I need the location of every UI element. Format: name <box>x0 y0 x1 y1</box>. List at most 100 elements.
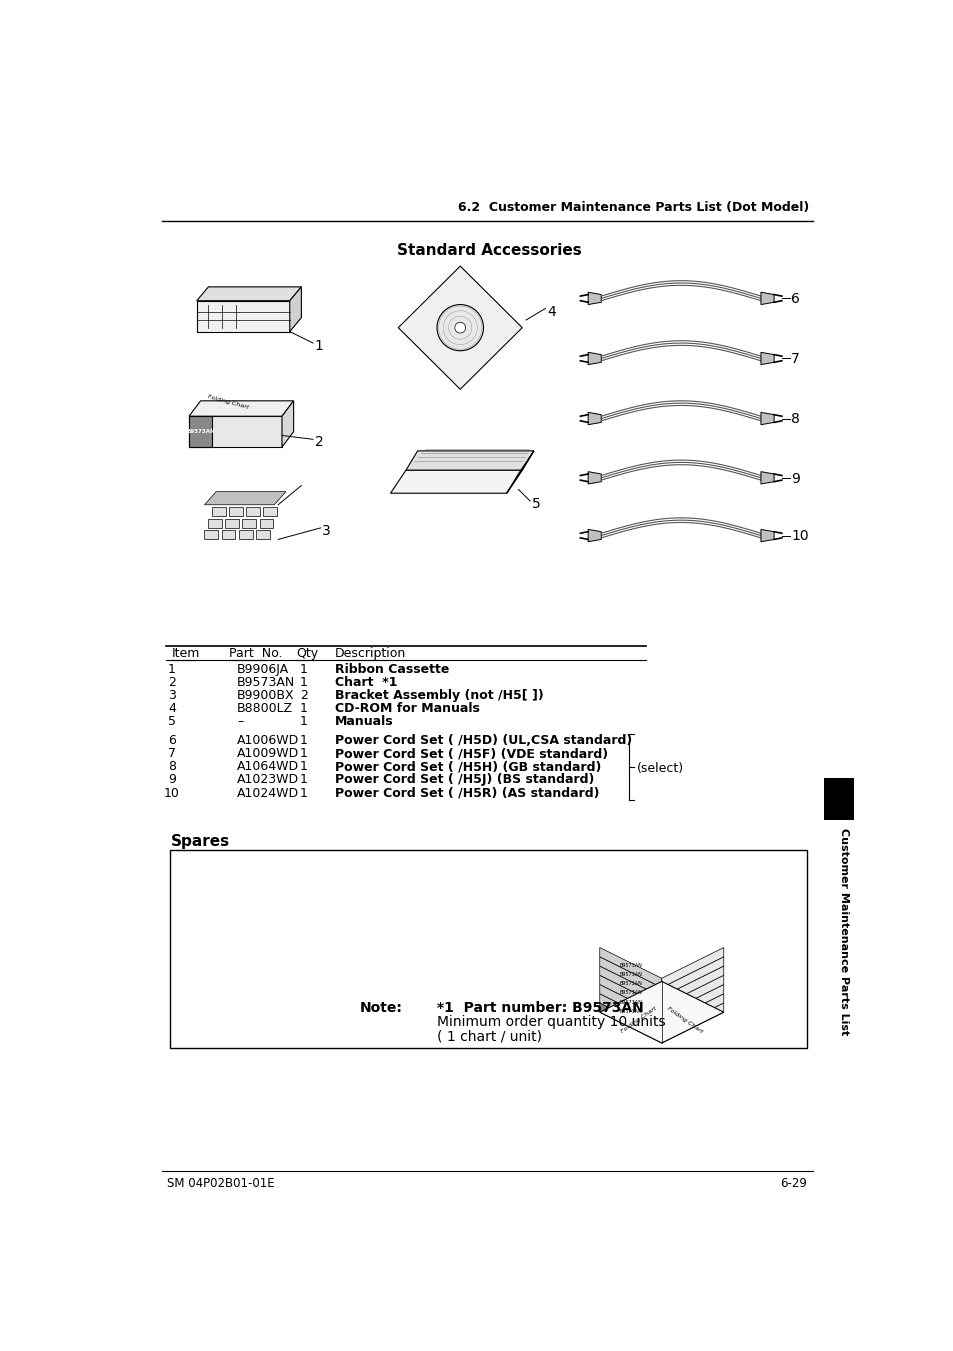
Text: Power Cord Set ( /H5F) (VDE standard): Power Cord Set ( /H5F) (VDE standard) <box>335 747 607 761</box>
Text: –: – <box>236 715 243 728</box>
Text: B8800LZ: B8800LZ <box>236 703 293 715</box>
Text: 10: 10 <box>164 786 180 800</box>
Text: 6.2  Customer Maintenance Parts List (Dot Model): 6.2 Customer Maintenance Parts List (Dot… <box>457 201 808 215</box>
Polygon shape <box>189 416 282 447</box>
Text: Ribbon Cassette: Ribbon Cassette <box>335 662 449 676</box>
Text: 5: 5 <box>531 497 539 511</box>
Polygon shape <box>390 470 521 493</box>
Text: A1009WD: A1009WD <box>236 747 299 761</box>
Polygon shape <box>661 947 723 988</box>
Polygon shape <box>587 530 600 542</box>
Text: 3: 3 <box>168 689 175 701</box>
Text: Note:: Note: <box>359 1001 402 1016</box>
Polygon shape <box>760 292 773 304</box>
Polygon shape <box>208 519 222 528</box>
Text: Customer Maintenance Parts List: Customer Maintenance Parts List <box>838 828 848 1036</box>
Polygon shape <box>255 530 270 539</box>
Text: A1024WD: A1024WD <box>236 786 299 800</box>
Text: 6: 6 <box>790 292 800 307</box>
Polygon shape <box>212 507 226 516</box>
Text: Folding Chart: Folding Chart <box>207 394 249 411</box>
Polygon shape <box>661 975 723 1016</box>
Polygon shape <box>242 519 256 528</box>
Text: ( 1 chart / unit): ( 1 chart / unit) <box>436 1029 541 1043</box>
Text: 2: 2 <box>299 689 308 701</box>
Text: 1: 1 <box>299 761 308 773</box>
Text: 2: 2 <box>168 676 175 689</box>
Polygon shape <box>661 1002 723 1043</box>
Polygon shape <box>229 507 243 516</box>
Text: 1: 1 <box>314 339 323 353</box>
Polygon shape <box>661 966 723 1006</box>
Text: Power Cord Set ( /H5J) (BS standard): Power Cord Set ( /H5J) (BS standard) <box>335 774 594 786</box>
Text: (select): (select) <box>637 762 683 775</box>
Text: CD-ROM for Manuals: CD-ROM for Manuals <box>335 703 479 715</box>
Text: A1023WD: A1023WD <box>236 774 299 786</box>
Polygon shape <box>661 994 723 1034</box>
Text: B9906JA: B9906JA <box>236 662 289 676</box>
Text: 1: 1 <box>299 662 308 676</box>
Text: 1: 1 <box>299 703 308 715</box>
Text: Spares: Spares <box>171 834 230 848</box>
Text: B9573AN: B9573AN <box>236 676 295 689</box>
Text: Minimum order quantity 10 units: Minimum order quantity 10 units <box>436 1016 665 1029</box>
Polygon shape <box>397 266 521 389</box>
Polygon shape <box>599 957 661 997</box>
Text: 3: 3 <box>322 524 331 538</box>
Text: 4: 4 <box>546 304 556 319</box>
Text: B9573AN: B9573AN <box>618 981 641 986</box>
Text: Standard Accessories: Standard Accessories <box>396 243 580 258</box>
Polygon shape <box>587 353 600 365</box>
Text: B9573AN: B9573AN <box>618 1000 641 1005</box>
Bar <box>823 778 853 820</box>
Text: B9573AN: B9573AN <box>618 963 641 967</box>
Polygon shape <box>661 957 723 997</box>
Text: 7: 7 <box>790 353 799 366</box>
Polygon shape <box>246 507 260 516</box>
Polygon shape <box>599 975 661 1016</box>
Polygon shape <box>282 401 294 447</box>
Polygon shape <box>587 412 600 424</box>
Polygon shape <box>599 1002 661 1043</box>
Text: SM 04P02B01-01E: SM 04P02B01-01E <box>167 1177 274 1190</box>
Text: 6: 6 <box>831 809 846 830</box>
Polygon shape <box>189 401 294 416</box>
Polygon shape <box>189 416 212 447</box>
Text: Power Cord Set ( /H5H) (GB standard): Power Cord Set ( /H5H) (GB standard) <box>335 761 600 773</box>
Polygon shape <box>263 507 277 516</box>
Polygon shape <box>290 286 301 331</box>
Polygon shape <box>225 519 239 528</box>
Text: 5: 5 <box>168 715 175 728</box>
Polygon shape <box>760 353 773 365</box>
Polygon shape <box>599 981 723 1043</box>
Text: B9573AN: B9573AN <box>618 990 641 996</box>
Text: 10: 10 <box>790 530 808 543</box>
Text: Folding Chart: Folding Chart <box>665 1005 703 1034</box>
Circle shape <box>455 323 465 334</box>
Text: 1: 1 <box>299 786 308 800</box>
Polygon shape <box>587 471 600 484</box>
Text: B9573AN: B9573AN <box>186 430 214 434</box>
Text: 8: 8 <box>790 412 800 427</box>
Text: Description: Description <box>335 647 406 661</box>
Polygon shape <box>599 994 661 1034</box>
Text: 2: 2 <box>314 435 323 450</box>
Text: 4: 4 <box>168 703 175 715</box>
Polygon shape <box>587 292 600 304</box>
Polygon shape <box>760 412 773 424</box>
Text: 1: 1 <box>168 662 175 676</box>
Text: A1006WD: A1006WD <box>236 734 299 747</box>
Text: Qty: Qty <box>295 647 317 661</box>
Text: Power Cord Set ( /H5R) (AS standard): Power Cord Set ( /H5R) (AS standard) <box>335 786 598 800</box>
Text: Item: Item <box>172 647 200 661</box>
Text: *1  Part number: B9573AN: *1 Part number: B9573AN <box>436 1001 643 1016</box>
Polygon shape <box>196 286 301 301</box>
Bar <box>171 850 806 1047</box>
Polygon shape <box>204 492 286 505</box>
Text: 6: 6 <box>168 734 175 747</box>
Polygon shape <box>599 947 661 988</box>
Text: B9573AN: B9573AN <box>618 971 641 977</box>
Polygon shape <box>406 451 534 470</box>
Polygon shape <box>760 530 773 542</box>
Text: 1: 1 <box>299 676 308 689</box>
